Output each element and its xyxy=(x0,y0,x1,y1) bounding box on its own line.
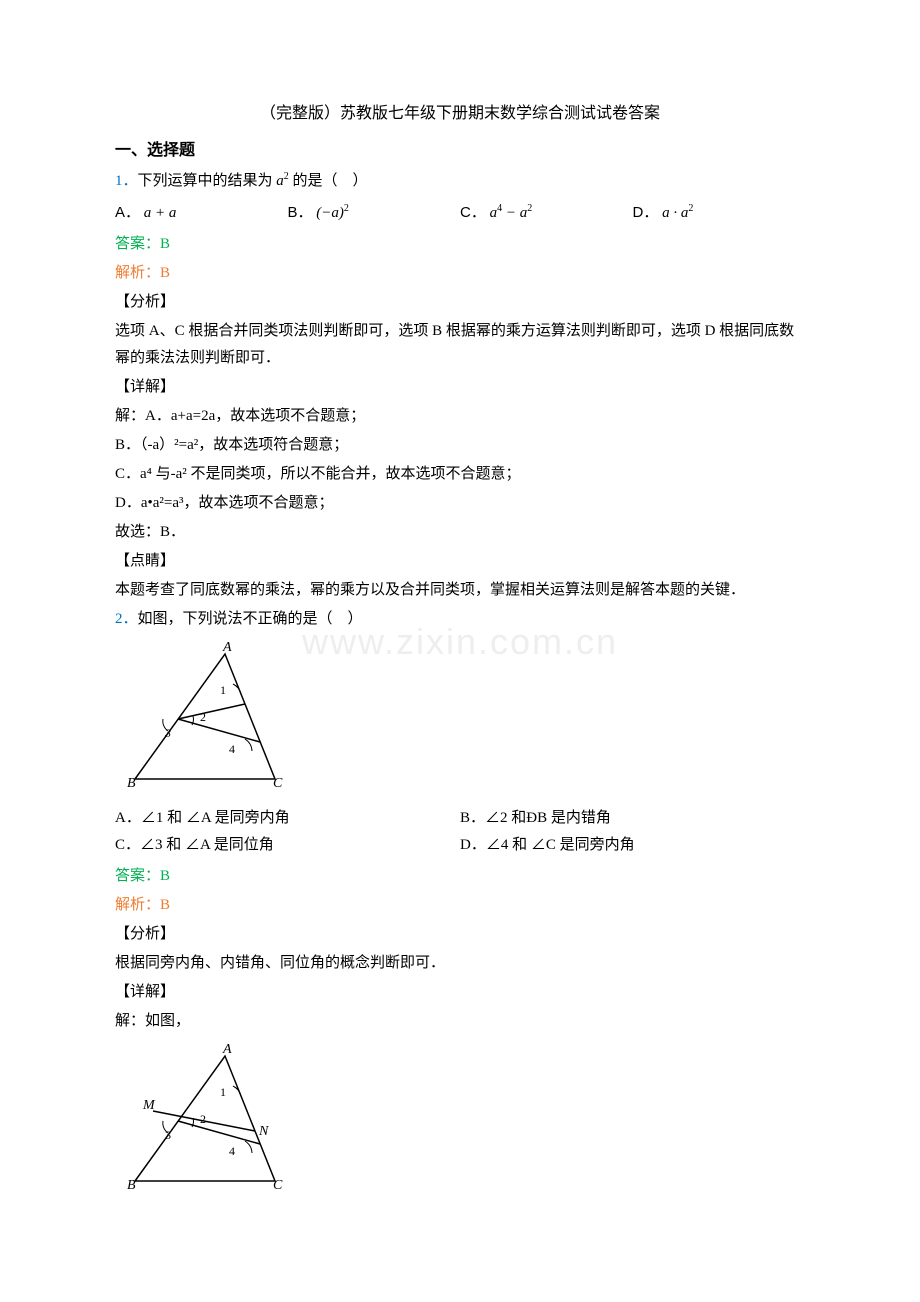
q2-detail-tag: 【详解】 xyxy=(115,979,805,1006)
option-label-a: A． xyxy=(115,204,140,221)
q2-option-b: B．∠2 和ÐB 是内错角 xyxy=(460,805,805,832)
q1-line: 1．下列运算中的结果为 a2 的是（ ） xyxy=(115,168,805,195)
label-b2: B xyxy=(127,1178,136,1191)
label-1: 1 xyxy=(220,683,226,697)
q2-analysis-tag: 【分析】 xyxy=(115,921,805,948)
q1-point-text: 本题考查了同底数幂的乘法，幂的乘方以及合并同类项，掌握相关运算法则是解答本题的关… xyxy=(115,577,805,604)
q1-detail-c: C．a⁴ 与-a² 不是同类项，所以不能合并，故本选项不合题意； xyxy=(115,461,805,488)
opt-c-sup2: 2 xyxy=(527,203,532,214)
label-1-2: 1 xyxy=(220,1085,226,1099)
label-a: A xyxy=(222,640,232,655)
q1-analysis-label: 解析：B xyxy=(115,260,805,287)
opt-c-minus: − a xyxy=(506,205,527,221)
figure-1: A B C 1 2 3 4 xyxy=(115,639,805,799)
section-heading: 一、选择题 xyxy=(115,137,805,166)
q2-option-c: C．∠3 和 ∠A 是同位角 xyxy=(115,832,460,859)
label-3: 3 xyxy=(164,726,171,740)
opt-c-expr: a xyxy=(490,205,498,221)
q1-option-a: A． a + a xyxy=(115,199,288,227)
q2-options-row1: A．∠1 和 ∠A 是同旁内角 B．∠2 和ÐB 是内错角 xyxy=(115,805,805,832)
q1-number: 1． xyxy=(115,173,138,189)
figure-2: A B C M N 1 2 3 4 xyxy=(115,1041,805,1201)
label-2: 2 xyxy=(200,710,206,724)
q1-exp: 2 xyxy=(284,171,289,182)
q1-option-d: D． a · a2 xyxy=(633,199,806,227)
label-2-2: 2 xyxy=(200,1112,206,1126)
q2-analysis-label: 解析：B xyxy=(115,892,805,919)
q1-detail-b: B．（-a）²=a²，故本选项符合题意； xyxy=(115,432,805,459)
label-b: B xyxy=(127,776,136,789)
label-4: 4 xyxy=(229,742,235,756)
q1-text2: 的是（ ） xyxy=(293,173,368,189)
q2-text: 如图，下列说法不正确的是（ ） xyxy=(138,611,363,627)
opt-d-sup: 2 xyxy=(688,203,693,214)
q2-analysis-text: 根据同旁内角、内错角、同位角的概念判断即可． xyxy=(115,950,805,977)
label-n: N xyxy=(258,1124,269,1139)
label-3-2: 3 xyxy=(165,1128,171,1142)
page-title: （完整版）苏教版七年级下册期末数学综合测试试卷答案 xyxy=(115,100,805,129)
document-content: （完整版）苏教版七年级下册期末数学综合测试试卷答案 一、选择题 1．下列运算中的… xyxy=(115,100,805,1201)
q1-text1: 下列运算中的结果为 xyxy=(138,173,273,189)
label-c: C xyxy=(273,776,283,789)
q2-number: 2． xyxy=(115,611,138,627)
triangle-diagram-1: A B C 1 2 3 4 xyxy=(115,639,290,789)
opt-c-sup4: 4 xyxy=(497,203,502,214)
q1-conclusion: 故选：B． xyxy=(115,519,805,546)
label-m: M xyxy=(142,1098,156,1113)
q1-option-c: C． a4 − a2 xyxy=(460,199,633,227)
q1-analysis-text: 选项 A、C 根据合并同类项法则判断即可，选项 B 根据幂的乘方运算法则判断即可… xyxy=(115,318,805,372)
opt-b-expr: (−a) xyxy=(316,205,344,221)
q1-var: a xyxy=(276,173,284,189)
q2-line: 2．如图，下列说法不正确的是（ ） xyxy=(115,606,805,633)
q1-detail-d: D．a•a²=a³，故本选项不合题意； xyxy=(115,490,805,517)
q2-detail-intro: 解：如图， xyxy=(115,1008,805,1035)
triangle-diagram-2: A B C M N 1 2 3 4 xyxy=(115,1041,290,1191)
q1-analysis-tag: 【分析】 xyxy=(115,289,805,316)
opt-b-sup: 2 xyxy=(344,203,349,214)
q1-option-b: B． (−a)2 xyxy=(288,199,461,227)
q1-point-tag: 【点睛】 xyxy=(115,548,805,575)
q2-answer: 答案：B xyxy=(115,863,805,890)
label-a2: A xyxy=(222,1042,232,1057)
q2-option-d: D．∠4 和 ∠C 是同旁内角 xyxy=(460,832,805,859)
label-c2: C xyxy=(273,1178,283,1191)
q1-detail-tag: 【详解】 xyxy=(115,374,805,401)
opt-d-expr: a · a xyxy=(662,205,688,221)
option-label-b: B． xyxy=(288,204,313,221)
q1-options: A． a + a B． (−a)2 C． a4 − a2 D． a · a2 xyxy=(115,199,805,227)
q1-answer: 答案：B xyxy=(115,231,805,258)
q2-option-a: A．∠1 和 ∠A 是同旁内角 xyxy=(115,805,460,832)
label-4-2: 4 xyxy=(229,1144,235,1158)
option-label-d: D． xyxy=(633,204,659,221)
q1-detail-a: 解：A．a+a=2a，故本选项不合题意； xyxy=(115,403,805,430)
q2-options-row2: C．∠3 和 ∠A 是同位角 D．∠4 和 ∠C 是同旁内角 xyxy=(115,832,805,859)
option-label-c: C． xyxy=(460,204,486,221)
opt-a-expr: a + a xyxy=(144,205,177,221)
